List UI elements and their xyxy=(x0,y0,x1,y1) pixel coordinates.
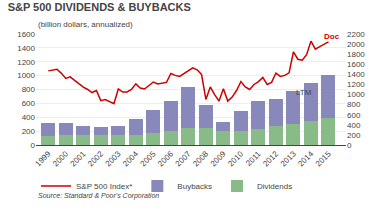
svg-text:Source: Standard & Poor's Corp: Source: Standard & Poor's Corporation xyxy=(38,192,159,200)
svg-text:S&P 500 Index*: S&P 500 Index* xyxy=(76,182,132,191)
svg-text:1800: 1800 xyxy=(347,50,365,59)
svg-text:2010: 2010 xyxy=(226,149,245,168)
svg-text:200: 200 xyxy=(22,127,36,136)
svg-text:2011: 2011 xyxy=(244,149,263,168)
svg-text:2015: 2015 xyxy=(314,149,333,168)
svg-text:0: 0 xyxy=(31,141,36,150)
svg-text:2012: 2012 xyxy=(261,149,280,168)
svg-text:2008: 2008 xyxy=(191,149,210,168)
svg-text:1000: 1000 xyxy=(17,71,35,80)
svg-text:2000: 2000 xyxy=(51,149,70,168)
svg-text:1200: 1200 xyxy=(347,80,365,89)
svg-text:400: 400 xyxy=(347,121,361,130)
svg-text:2002: 2002 xyxy=(86,149,105,168)
svg-text:2009: 2009 xyxy=(209,149,228,168)
svg-text:1999: 1999 xyxy=(34,149,53,168)
svg-text:2006: 2006 xyxy=(156,149,175,168)
svg-text:Dividends: Dividends xyxy=(257,182,292,191)
svg-text:2003: 2003 xyxy=(104,149,123,168)
svg-text:2014: 2014 xyxy=(296,149,315,168)
svg-text:800: 800 xyxy=(22,85,36,94)
svg-text:2001: 2001 xyxy=(69,149,88,168)
svg-text:Doc: Doc xyxy=(324,32,340,41)
svg-text:2007: 2007 xyxy=(174,149,193,168)
svg-text:600: 600 xyxy=(347,111,361,120)
svg-text:400: 400 xyxy=(22,113,36,122)
svg-text:1600: 1600 xyxy=(17,30,35,39)
svg-text:1600: 1600 xyxy=(347,60,365,69)
svg-text:2200: 2200 xyxy=(347,30,365,39)
svg-text:2013: 2013 xyxy=(279,149,298,168)
svg-text:1000: 1000 xyxy=(347,90,365,99)
svg-text:200: 200 xyxy=(347,131,361,140)
svg-text:S&P 500 DIVIDENDS & BUYBACKS: S&P 500 DIVIDENDS & BUYBACKS xyxy=(8,1,191,13)
svg-text:(billion dollars, annualized): (billion dollars, annualized) xyxy=(38,20,133,29)
svg-text:Buybacks: Buybacks xyxy=(177,182,212,191)
svg-text:0: 0 xyxy=(347,141,352,150)
svg-text:2000: 2000 xyxy=(347,40,365,49)
svg-text:2005: 2005 xyxy=(139,149,158,168)
svg-text:800: 800 xyxy=(347,100,361,109)
svg-text:LTM: LTM xyxy=(296,88,312,97)
svg-text:1400: 1400 xyxy=(17,44,35,53)
svg-text:1200: 1200 xyxy=(17,58,35,67)
svg-text:1400: 1400 xyxy=(347,70,365,79)
svg-text:2004: 2004 xyxy=(121,149,140,168)
svg-text:600: 600 xyxy=(22,99,36,108)
